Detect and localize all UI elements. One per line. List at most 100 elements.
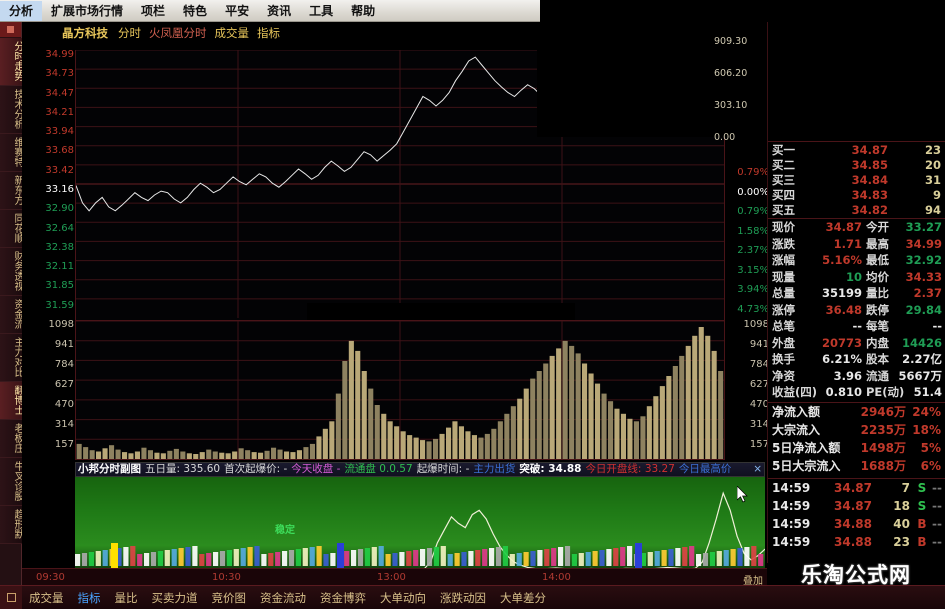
flow-value: 1498万 bbox=[860, 441, 906, 455]
tick-side: B bbox=[917, 535, 927, 549]
indicator-header: 小邦分时副图 五日量: 335.60 首次起爆价: - 今天收盘 - 流通盘 0.0.5… bbox=[75, 462, 765, 477]
indicator-title: 小邦分时副图 bbox=[78, 463, 141, 475]
tick-time: 14:59 bbox=[772, 535, 811, 549]
indicator-axis-tick-0: 909.30 bbox=[714, 36, 748, 47]
grid-icon bbox=[6, 593, 16, 602]
tick-delta: -- bbox=[932, 517, 942, 531]
flow-percent: 24% bbox=[912, 405, 941, 419]
time-axis-overlay-label[interactable]: 叠加 bbox=[743, 576, 763, 587]
buy-level-row-4[interactable]: 买五 34.82 94 bbox=[768, 203, 945, 218]
menu-item-1[interactable]: 扩展市场行情 bbox=[51, 3, 124, 18]
pct-tick-4: 2.37% bbox=[737, 245, 769, 256]
chart-tab-volume[interactable]: 成交量 bbox=[214, 26, 250, 40]
stat-row-4: 总量 35199 量比 2.37 bbox=[768, 286, 945, 301]
sidebar-item-6[interactable]: 资金流 bbox=[0, 296, 23, 334]
sidebar-item-8[interactable]: 翻博士 bbox=[0, 382, 23, 420]
menu-item-0[interactable]: 分析 bbox=[0, 0, 43, 21]
flow-label: 5日净流入额 bbox=[772, 441, 841, 455]
bottom-tab-9[interactable]: 大单差分 bbox=[500, 590, 546, 605]
sidebar-item-2[interactable]: 维赛特 bbox=[0, 134, 23, 172]
quote-divider-top bbox=[768, 141, 945, 142]
pct-tick-6: 3.94% bbox=[737, 284, 769, 295]
buy-level-row-1[interactable]: 买二 34.85 20 bbox=[768, 158, 945, 173]
stat-val-2: 14426 bbox=[901, 335, 942, 350]
flow-value: 2235万 bbox=[860, 423, 906, 437]
volume-tick-right-2: 784 bbox=[749, 359, 769, 370]
stat-val-1: 20773 bbox=[821, 335, 862, 350]
bottom-tab-8[interactable]: 涨跌动因 bbox=[440, 590, 486, 605]
price-tick-1: 34.73 bbox=[45, 68, 74, 80]
price-tick-11: 32.11 bbox=[45, 261, 74, 273]
level-qty: 20 bbox=[924, 158, 941, 172]
bottom-tab-2[interactable]: 量比 bbox=[114, 590, 138, 605]
volume-tick-left-2: 784 bbox=[54, 359, 74, 370]
stat-val-1: 1.71 bbox=[833, 236, 862, 251]
sidebar-item-3[interactable]: 新东方 bbox=[0, 172, 23, 210]
bottom-tab-6[interactable]: 资金博弈 bbox=[320, 590, 366, 605]
sidebar-item-0[interactable]: 分时走势 bbox=[0, 38, 23, 86]
bottom-tab-0[interactable]: 成交量 bbox=[29, 590, 64, 605]
chart-tab-fenshi[interactable]: 分时 bbox=[118, 26, 141, 40]
sidebar-item-9[interactable]: 老板庄 bbox=[0, 420, 23, 458]
stat-val-1: 35199 bbox=[821, 286, 862, 300]
volume-plot[interactable] bbox=[75, 320, 725, 460]
stat-val-1: 0.810 bbox=[825, 385, 862, 399]
price-tick-9: 32.64 bbox=[45, 222, 74, 234]
bottom-tab-4[interactable]: 竞价图 bbox=[211, 590, 247, 605]
sidebar-item-7[interactable]: 主力对比 bbox=[0, 334, 23, 382]
quote-panel: 卖五34.9512卖四34.938卖三34.9145卖二34.9017卖一34.… bbox=[767, 22, 945, 585]
flow-row-1: 大宗流入 2235万 18% bbox=[768, 422, 945, 439]
stat-val-2: 2.37 bbox=[913, 286, 942, 300]
quote-divider-ticks bbox=[768, 478, 945, 479]
buy-level-row-0[interactable]: 买一 34.87 23 bbox=[768, 143, 945, 158]
bottom-tab-5[interactable]: 资金流动 bbox=[260, 590, 306, 605]
chart-tab-indicator[interactable]: 指标 bbox=[257, 26, 280, 40]
chart-tab-huofenghuang[interactable]: 火凤凰分时 bbox=[149, 26, 207, 40]
stat-key-2: 流通 bbox=[866, 368, 889, 383]
menu-item-3[interactable]: 特色 bbox=[183, 3, 208, 18]
buy-level-row-2[interactable]: 买三 34.84 31 bbox=[768, 173, 945, 188]
stat-val-2: 5667万 bbox=[898, 368, 942, 383]
tabbar-grid-button[interactable] bbox=[0, 585, 22, 609]
tick-qty: 7 bbox=[901, 481, 910, 495]
indicator-field-4: 起爆时间: - bbox=[416, 463, 470, 475]
indicator-plot[interactable]: 稳定 bbox=[75, 477, 765, 575]
menu-item-7[interactable]: 帮助 bbox=[351, 3, 376, 18]
stat-row-8: 换手 6.21% 股本 2.27亿 bbox=[768, 352, 945, 367]
menu-item-6[interactable]: 工具 bbox=[309, 3, 334, 18]
tick-row-2: 14:59 34.88 40 B -- bbox=[768, 516, 945, 533]
sidebar-item-1[interactable]: 技术分析 bbox=[0, 86, 23, 134]
close-icon[interactable]: × bbox=[753, 463, 762, 475]
level-label: 买二 bbox=[772, 158, 795, 172]
bottom-tab-1[interactable]: 指标 bbox=[77, 590, 101, 605]
menu-item-5[interactable]: 资讯 bbox=[267, 3, 292, 18]
sidebar-item-4[interactable]: 同花顺 bbox=[0, 210, 23, 248]
volume-tick-right-0: 1098 bbox=[743, 319, 769, 330]
menu-item-2[interactable]: 项栏 bbox=[141, 3, 166, 18]
bottom-tab-3[interactable]: 买卖力道 bbox=[151, 590, 198, 605]
menu-item-4[interactable]: 平安 bbox=[225, 3, 250, 18]
buy-level-row-3[interactable]: 买四 34.83 9 bbox=[768, 188, 945, 203]
sidebar-item-10[interactable]: 牛叉诊股 bbox=[0, 458, 23, 506]
vbar-collapse-button[interactable] bbox=[0, 22, 21, 38]
stat-val-2: 33.27 bbox=[905, 220, 942, 234]
tick-price: 34.87 bbox=[834, 481, 872, 495]
flow-percent: 6% bbox=[920, 459, 941, 473]
volume-tick-left-0: 1098 bbox=[48, 319, 74, 330]
stat-key-1: 收益(四) bbox=[772, 385, 818, 399]
sidebar-item-5[interactable]: 财务透视 bbox=[0, 248, 23, 296]
level-price: 34.83 bbox=[851, 188, 888, 202]
quote-panel-occlusion bbox=[768, 22, 945, 142]
bottom-tab-7[interactable]: 大单动向 bbox=[380, 590, 426, 605]
sidebar-item-11[interactable]: 趋形默 bbox=[0, 506, 23, 544]
stat-row-1: 涨跌 1.71 最高 34.99 bbox=[768, 237, 945, 252]
flow-value: 2946万 bbox=[860, 405, 906, 419]
stat-val-1: 5.16% bbox=[822, 253, 862, 267]
tick-side: S bbox=[917, 499, 927, 513]
flow-percent: 18% bbox=[912, 423, 941, 437]
quote-divider-flows bbox=[768, 402, 945, 403]
volume-tick-right-6: 157 bbox=[749, 439, 769, 450]
pct-tick-2: 0.79% bbox=[737, 206, 769, 217]
volume-tick-left-6: 157 bbox=[54, 439, 74, 450]
